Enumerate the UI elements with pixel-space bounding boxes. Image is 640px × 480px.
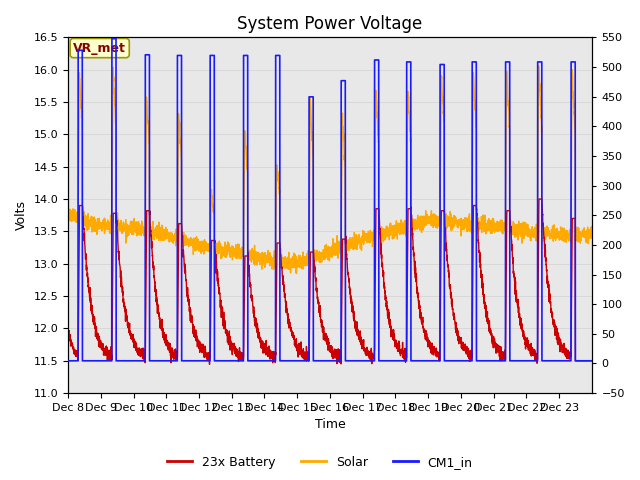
Y-axis label: Volts: Volts [15,200,28,230]
Text: VR_met: VR_met [73,42,126,55]
Legend: 23x Battery, Solar, CM1_in: 23x Battery, Solar, CM1_in [163,451,477,474]
X-axis label: Time: Time [315,419,346,432]
Title: System Power Voltage: System Power Voltage [237,15,422,33]
